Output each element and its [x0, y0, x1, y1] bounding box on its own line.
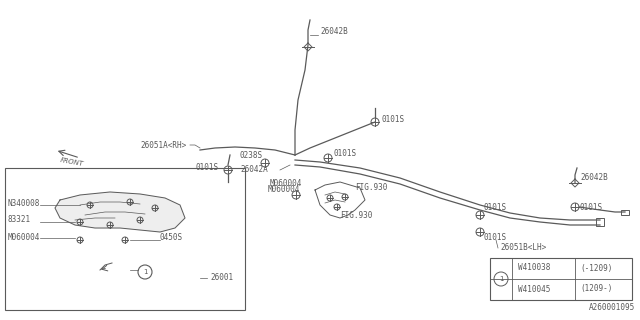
- Text: (1209-): (1209-): [580, 284, 612, 293]
- Text: 0101S: 0101S: [333, 148, 356, 157]
- Bar: [5, 168, 245, 310]
- Text: A260001095: A260001095: [589, 303, 635, 313]
- Text: 0101S: 0101S: [382, 116, 405, 124]
- Polygon shape: [55, 192, 185, 232]
- Text: (-1209): (-1209): [580, 263, 612, 273]
- Bar: [596, 218, 604, 226]
- Text: N340008: N340008: [8, 198, 40, 207]
- Text: 0101S: 0101S: [195, 164, 218, 172]
- Text: FRONT: FRONT: [60, 157, 84, 167]
- Text: M060004: M060004: [268, 186, 300, 195]
- Text: 0450S: 0450S: [160, 234, 183, 243]
- Text: 26042A: 26042A: [240, 165, 268, 174]
- Text: 26042B: 26042B: [580, 173, 608, 182]
- Text: 83321: 83321: [8, 215, 31, 225]
- Text: 26001: 26001: [210, 274, 233, 283]
- Text: W410038: W410038: [518, 263, 550, 273]
- Text: 26051B<LH>: 26051B<LH>: [500, 244, 547, 252]
- Text: 0101S: 0101S: [484, 234, 507, 243]
- Text: 1: 1: [143, 269, 147, 275]
- Text: M060004: M060004: [270, 179, 302, 188]
- Text: FIG.930: FIG.930: [340, 211, 372, 220]
- Text: 0101S: 0101S: [580, 203, 603, 212]
- Text: 0238S: 0238S: [240, 151, 263, 161]
- Text: 26042B: 26042B: [320, 28, 348, 36]
- Text: 0101S: 0101S: [484, 204, 507, 212]
- Text: FIG.930: FIG.930: [355, 183, 387, 193]
- Text: W410045: W410045: [518, 284, 550, 293]
- Bar: [490, 258, 632, 300]
- Bar: [621, 210, 629, 214]
- Text: 26051A<RH>: 26051A<RH>: [140, 140, 186, 149]
- Text: 1: 1: [499, 276, 503, 282]
- Text: M060004: M060004: [8, 233, 40, 242]
